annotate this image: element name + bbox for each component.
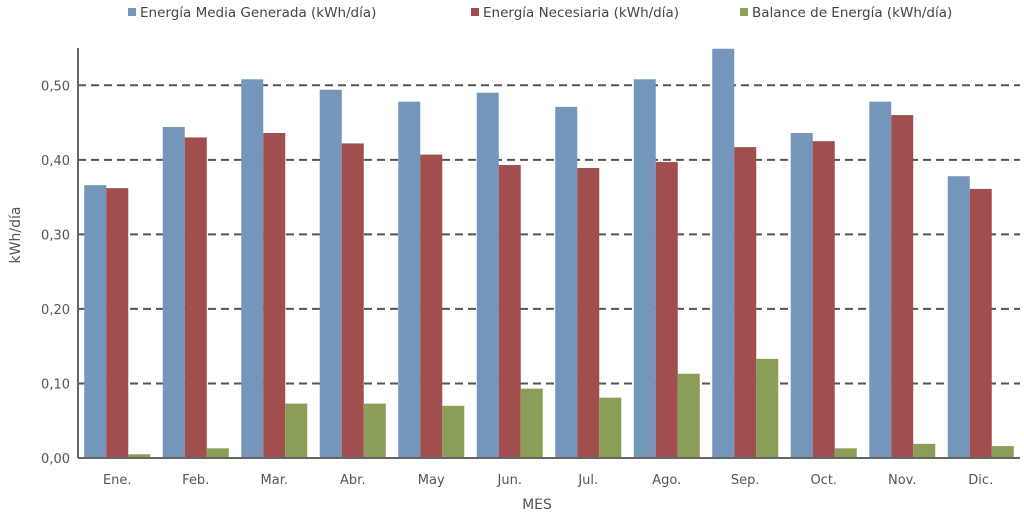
bar-series-2-0 [106, 188, 129, 459]
bar-series-1-6 [555, 106, 578, 459]
bar-series-1-2 [241, 79, 264, 459]
bar-series-1-7 [633, 79, 656, 459]
chart-legend: Energía Media Generada (kWh/día) Energía … [128, 5, 952, 21]
legend-swatch-1 [128, 8, 136, 16]
x-tick-label: May [418, 473, 445, 488]
bar-series-3-2 [285, 403, 308, 458]
y-tick-label: 0,40 [41, 154, 70, 169]
legend-label-2: Energía Necesiaria (kWh/día) [483, 5, 679, 21]
bar-series-1-3 [319, 89, 342, 458]
legend-swatch-2 [471, 8, 479, 16]
bar-series-3-8 [756, 358, 779, 458]
y-axis-title: kWh/día [8, 207, 24, 264]
bar-series-3-6 [599, 397, 622, 458]
bar-series-2-2 [263, 132, 286, 458]
bar-series-2-4 [420, 154, 443, 458]
x-tick-label: Jul. [577, 473, 598, 488]
bar-series-2-8 [734, 147, 757, 459]
y-tick-label: 0,50 [41, 79, 70, 94]
bar-series-3-5 [520, 388, 543, 458]
x-tick-label: Jun. [497, 473, 522, 488]
bar-series-2-7 [655, 162, 678, 458]
y-tick-label: 0,10 [41, 377, 70, 392]
bar-series-3-0 [128, 454, 151, 458]
y-axis-ticks: 0,00 0,10 0,20 0,30 0,40 0,50 [41, 79, 70, 467]
x-axis-ticks: Ene. Feb. Mar. Abr. May Jun. Jul. Ago. Sep. Oct. N… [103, 473, 993, 488]
chart-axes [77, 48, 1020, 459]
x-tick-label: Mar. [261, 473, 288, 488]
legend-label-1: Energía Media Generada (kWh/día) [140, 5, 376, 21]
bar-series-1-5 [476, 92, 499, 459]
x-tick-label: Nov. [888, 473, 917, 488]
bar-series-1-10 [869, 101, 892, 458]
bar-series-2-10 [891, 115, 914, 458]
bar-series-3-1 [206, 448, 229, 458]
chart-gridlines [78, 84, 1020, 385]
x-tick-label: Feb. [182, 473, 209, 488]
x-tick-label: Dic. [968, 473, 993, 488]
bar-series-2-6 [577, 168, 600, 458]
chart-bars [84, 48, 1014, 459]
y-tick-label: 0,20 [41, 303, 70, 318]
x-tick-label: Oct. [810, 473, 837, 488]
y-tick-label: 0,30 [41, 228, 70, 243]
y-tick-label: 0,00 [41, 452, 70, 467]
bar-series-2-1 [184, 137, 207, 459]
bar-series-1-0 [84, 185, 107, 458]
bar-series-1-4 [398, 101, 421, 458]
x-axis-title: MES [522, 497, 552, 513]
bar-series-2-5 [498, 165, 521, 458]
bar-series-3-7 [677, 373, 700, 458]
bar-series-2-3 [341, 143, 364, 458]
bar-series-1-1 [162, 127, 185, 458]
bar-series-3-10 [913, 443, 936, 458]
bar-series-1-11 [947, 176, 970, 458]
x-tick-label: Ene. [103, 473, 132, 488]
bar-series-1-9 [790, 132, 813, 458]
bar-series-3-9 [834, 448, 857, 458]
bar-series-3-3 [363, 403, 386, 458]
x-tick-label: Abr. [340, 473, 365, 488]
bar-series-1-8 [712, 48, 735, 458]
x-tick-label: Ago. [652, 473, 681, 488]
legend-swatch-3 [740, 8, 748, 16]
bar-series-2-11 [969, 188, 992, 458]
x-tick-label: Sep. [731, 473, 760, 488]
legend-label-3: Balance de Energía (kWh/día) [752, 5, 952, 21]
bar-series-3-11 [991, 446, 1014, 458]
bar-series-2-9 [812, 141, 835, 458]
bar-series-3-4 [442, 405, 465, 458]
